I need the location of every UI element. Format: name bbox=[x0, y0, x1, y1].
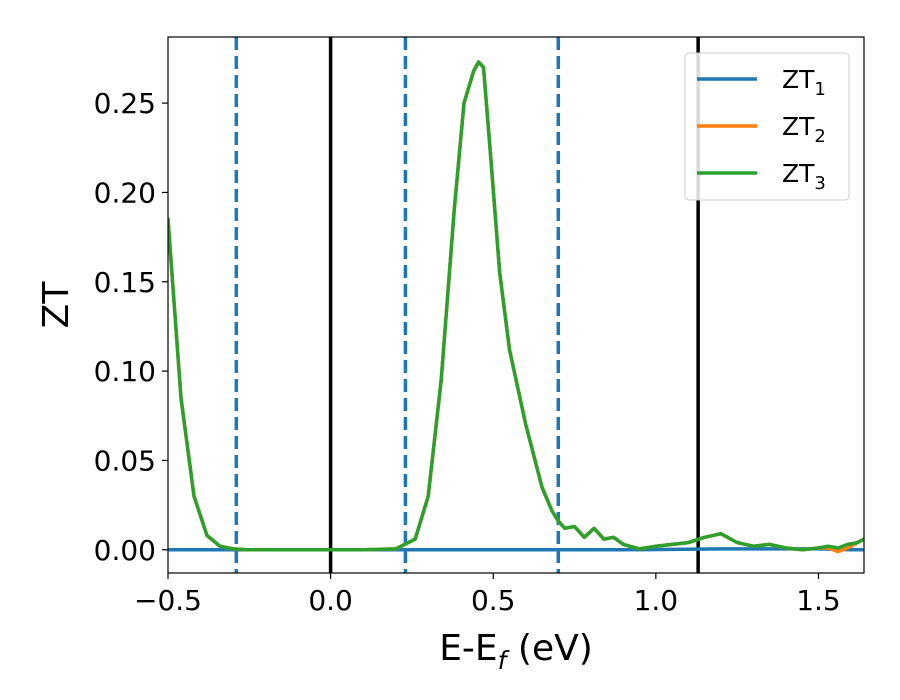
x-axis-title: E-Ef (eV) bbox=[439, 628, 593, 675]
legend-label-3: ZT3 bbox=[782, 159, 826, 194]
legend-label-2: ZT2 bbox=[782, 112, 826, 147]
y-tick-label-1: 0.05 bbox=[94, 444, 156, 477]
legend: ZT1 ZT2 ZT3 bbox=[684, 52, 850, 201]
plot-frame bbox=[167, 36, 865, 574]
legend-frame bbox=[684, 52, 850, 201]
y-tick-label-3: 0.15 bbox=[94, 266, 156, 299]
y-tick-label-2: 0.10 bbox=[94, 355, 156, 388]
y-tick-label-4: 0.20 bbox=[94, 176, 156, 209]
x-tick-label-2: 0.5 bbox=[471, 584, 516, 617]
x-axis-ticks: −0.5 0.0 0.5 1.0 1.5 bbox=[134, 573, 841, 617]
y-tick-label-0: 0.00 bbox=[94, 534, 156, 567]
x-tick-label-1: 0.0 bbox=[308, 584, 353, 617]
y-axis-ticks: 0.00 0.05 0.10 0.15 0.20 0.25 bbox=[94, 87, 168, 567]
series-lines bbox=[168, 60, 864, 554]
y-axis-title: ZT bbox=[36, 281, 77, 329]
series-line-3 bbox=[168, 60, 864, 552]
legend-label-1: ZT1 bbox=[782, 65, 826, 100]
y-tick-label-5: 0.25 bbox=[94, 87, 156, 120]
x-tick-label-0: −0.5 bbox=[134, 584, 202, 617]
x-tick-label-3: 1.0 bbox=[634, 584, 679, 617]
x-tick-label-4: 1.5 bbox=[796, 584, 841, 617]
